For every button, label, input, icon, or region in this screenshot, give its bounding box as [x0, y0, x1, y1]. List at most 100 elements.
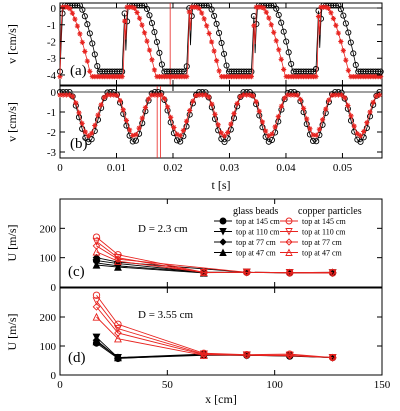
data-point	[114, 353, 122, 362]
data-point	[199, 92, 205, 98]
data-point	[149, 57, 155, 63]
panel-c-legend: glass beads copper particles top at 145 …	[214, 206, 362, 258]
data-point	[91, 127, 98, 135]
data-point	[187, 107, 193, 114]
data-point	[218, 135, 225, 142]
data-point	[92, 233, 101, 241]
panel-c: 0 100 200 U [m/s] (c) D = 2.3 cm glass bea…	[5, 198, 383, 294]
data-point	[300, 105, 307, 111]
data-point	[263, 128, 269, 134]
data-point	[224, 135, 231, 142]
panel-d-y-ticks: 0 100 200	[40, 312, 382, 382]
x-tick-label: 150	[374, 379, 391, 391]
panel-a-x-ticks	[59, 3, 343, 85]
panel-d-xlabel: x [cm]	[205, 392, 237, 406]
data-point	[357, 133, 364, 139]
data-point	[114, 256, 122, 265]
panel-c-ylabel: U [m/s]	[5, 225, 19, 262]
data-point	[342, 95, 348, 101]
data-point	[328, 353, 337, 362]
data-point	[285, 248, 293, 256]
data-point	[193, 92, 199, 99]
x-tick-label: 0.02	[163, 162, 182, 174]
data-point	[304, 116, 310, 122]
data-point	[285, 92, 291, 98]
y-tick-label: -3	[47, 147, 57, 159]
data-point	[272, 124, 278, 130]
data-point	[133, 132, 139, 138]
data-point	[228, 121, 234, 127]
data-point	[57, 92, 63, 98]
data-point	[136, 15, 143, 21]
data-point	[285, 228, 293, 236]
data-point	[145, 96, 152, 102]
data-point	[120, 107, 126, 113]
data-point	[144, 38, 150, 44]
data-point	[130, 132, 136, 139]
data-point	[199, 268, 208, 276]
data-point	[345, 67, 351, 73]
data-point	[81, 13, 88, 20]
panel-a-label: (a)	[70, 63, 87, 79]
data-point	[151, 29, 158, 36]
data-point	[225, 129, 231, 136]
data-point	[278, 19, 285, 26]
panel-b-y-ticks: 0 -1 -2 -3	[47, 87, 382, 159]
data-point	[152, 92, 158, 98]
data-point	[219, 217, 227, 225]
y-tick-label: -4	[47, 70, 57, 82]
data-point	[82, 134, 89, 141]
panel-b-label: (b)	[70, 136, 88, 152]
data-point	[82, 129, 88, 135]
data-point	[101, 94, 107, 100]
legend-copper-title: copper particles	[298, 206, 362, 217]
data-point	[148, 20, 156, 27]
panel-d-x-ticks: 0 50 100 150	[57, 288, 391, 391]
data-point	[242, 351, 251, 360]
data-point	[294, 92, 300, 98]
data-point	[70, 93, 76, 99]
data-point	[95, 112, 101, 118]
data-point	[79, 6, 86, 13]
data-point	[206, 94, 212, 100]
data-point	[132, 137, 139, 144]
data-point	[215, 127, 222, 134]
data-point	[319, 117, 326, 123]
panel-a-plot	[56, 2, 384, 85]
data-point	[88, 136, 95, 143]
data-point	[291, 92, 297, 98]
data-point	[114, 255, 122, 263]
legend-glass-entry: top at 145 cm	[236, 217, 281, 226]
series-line	[96, 306, 333, 359]
data-point	[146, 47, 153, 53]
data-point	[256, 108, 262, 114]
data-point	[285, 49, 292, 56]
data-point	[151, 67, 158, 73]
data-point	[282, 95, 288, 101]
data-point	[268, 22, 274, 28]
data-point	[332, 2, 339, 9]
data-point	[209, 39, 215, 45]
data-point	[216, 68, 222, 74]
data-point	[85, 133, 92, 139]
data-point	[237, 93, 243, 100]
data-point	[92, 122, 98, 129]
y-tick-label: 100	[40, 341, 57, 353]
x-tick-label: 0.04	[276, 162, 296, 174]
data-point	[129, 4, 135, 10]
data-point	[213, 20, 220, 27]
data-point	[104, 92, 111, 98]
data-point	[92, 237, 101, 246]
x-tick-label: 0	[57, 162, 63, 174]
y-tick-label: 0	[51, 87, 57, 99]
data-point	[139, 22, 145, 28]
legend-glass-title: glass beads	[233, 206, 278, 217]
data-point	[285, 238, 293, 246]
data-point	[183, 118, 190, 124]
y-tick-label: -1	[47, 107, 56, 119]
data-point	[215, 122, 221, 128]
panel-a: 0 -1 -2 -3 -4 v [cm/s] (a)	[5, 2, 384, 86]
data-point	[126, 127, 133, 133]
data-point	[202, 92, 209, 98]
data-point	[273, 5, 280, 12]
